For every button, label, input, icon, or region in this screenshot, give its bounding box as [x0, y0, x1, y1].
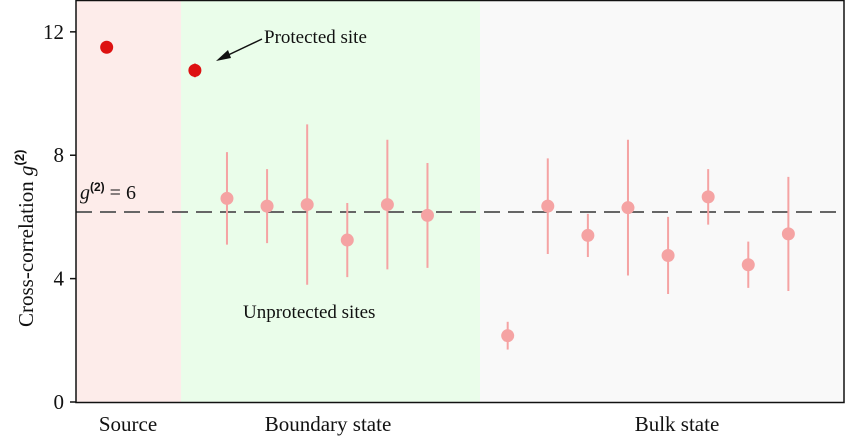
protected-label: Protected site	[264, 27, 367, 48]
reference-line-label-value: = 6	[105, 182, 136, 204]
data-point	[661, 248, 675, 262]
source-region	[76, 0, 181, 402]
plot-background	[76, 0, 844, 402]
y-axis-label: Cross-correlation g(2)	[12, 150, 38, 327]
x-category-bulk: Bulk state	[635, 412, 720, 436]
y-axis-label-text: Cross-correlation	[14, 176, 38, 327]
bulk-region	[480, 0, 844, 402]
data-points	[100, 40, 795, 350]
data-point	[188, 63, 202, 77]
protected-arrow-line	[223, 38, 263, 58]
plot-frame	[75, 0, 845, 404]
reference-line-label: g(2) = 6	[80, 180, 136, 204]
data-point	[701, 190, 715, 204]
reference-line-label-superscript: (2)	[90, 180, 105, 194]
y-tick-label: 4	[54, 267, 65, 291]
x-axis: Source Boundary state Bulk state	[99, 412, 719, 436]
protected-annotation: Protected site	[216, 27, 367, 61]
data-point	[300, 198, 314, 212]
data-point	[260, 199, 274, 213]
data-point	[420, 208, 434, 222]
reference-line-label-symbol: g	[80, 182, 90, 204]
protected-arrow-head	[216, 50, 231, 61]
data-point	[220, 191, 234, 205]
y-tick-label: 0	[54, 390, 65, 414]
data-point	[501, 329, 515, 343]
unprotected-label: Unprotected sites	[243, 302, 375, 323]
data-point	[621, 201, 635, 215]
y-axis-label-symbol: g	[14, 165, 38, 176]
y-axis-label-superscript: (2)	[12, 150, 27, 166]
y-tick-label: 8	[54, 143, 65, 167]
data-point	[100, 40, 114, 54]
data-point	[741, 258, 755, 272]
data-point	[340, 233, 354, 247]
x-category-boundary: Boundary state	[265, 412, 392, 436]
y-axis: 0 4 8 12	[43, 20, 76, 414]
y-tick-label: 12	[43, 20, 64, 44]
x-category-source: Source	[99, 412, 157, 436]
data-point	[581, 228, 595, 242]
data-point	[541, 199, 555, 213]
data-point	[380, 198, 394, 212]
data-point	[781, 227, 795, 241]
